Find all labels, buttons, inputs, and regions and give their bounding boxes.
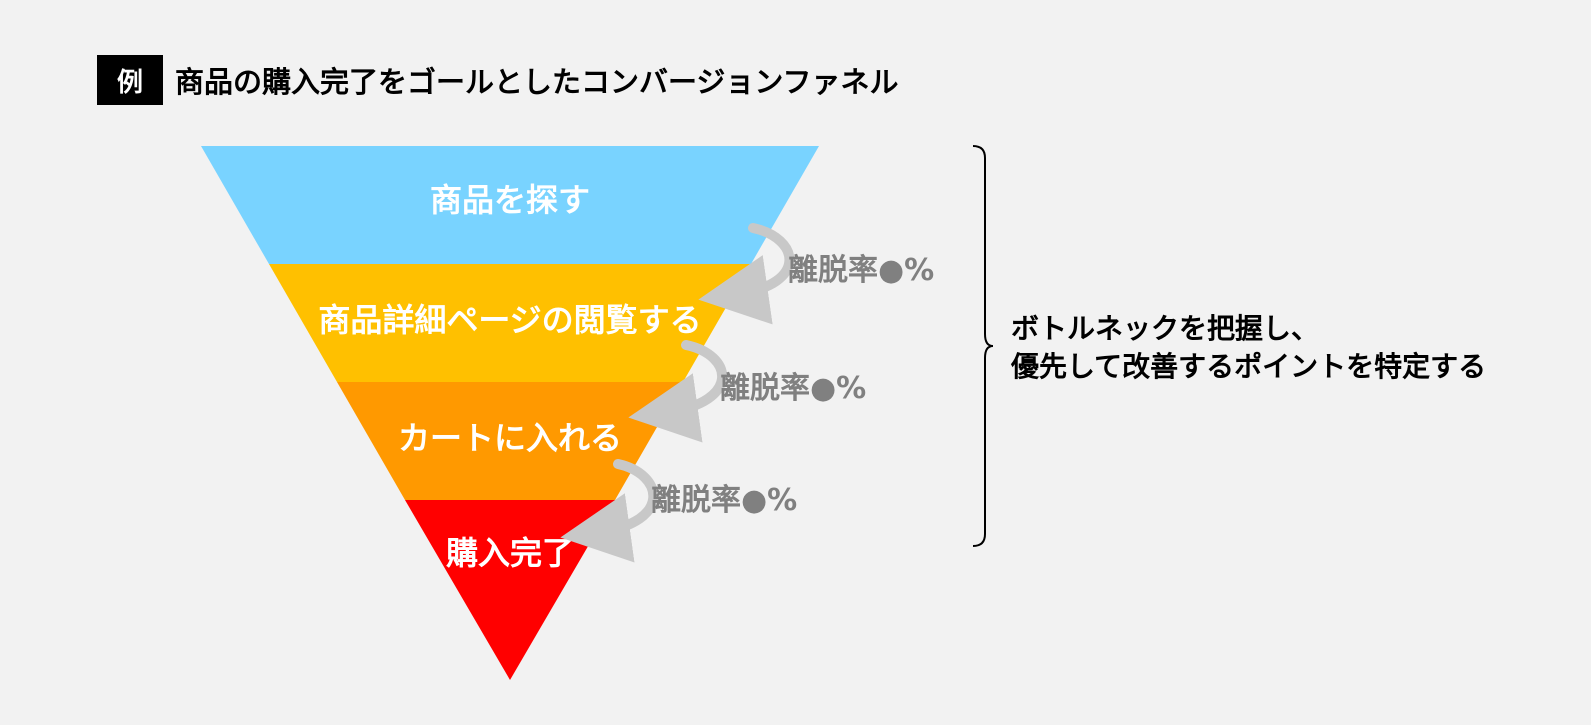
page-title: 商品の購入完了をゴールとしたコンバージョンファネル [175,65,899,99]
funnel-stage-4 [405,500,615,680]
funnel-stage-1 [201,146,819,264]
summary-text: ボトルネックを把握し、 優先して改善するポイントを特定する [1011,310,1486,386]
funnel-stage-2-label: 商品詳細ページの閲覧する [318,301,701,339]
dropout-arrow-3 [560,459,659,563]
header: 例 商品の購入完了をゴールとしたコンバージョンファネル [97,55,899,105]
dropout-label-1: 離脱率●% [788,253,934,288]
funnel-stage-3-label: カートに入れる [398,419,622,457]
funnel-stage-4-label: 購入完了 [446,534,574,572]
dropout-arrow-1 [698,223,795,325]
dropout-arrow-2 [628,340,727,443]
funnel-stage-2 [269,264,751,382]
funnel-stage-3 [337,382,683,500]
summary-bracket [972,145,994,547]
summary-line-1: ボトルネックを把握し、 [1011,312,1320,345]
funnel-stage-1-label: 商品を探す [430,181,590,219]
dropout-label-3: 離脱率●% [651,483,797,518]
summary-line-2: 優先して改善するポイントを特定する [1011,350,1487,383]
example-badge: 例 [97,55,163,105]
dropout-label-2: 離脱率●% [720,371,866,406]
